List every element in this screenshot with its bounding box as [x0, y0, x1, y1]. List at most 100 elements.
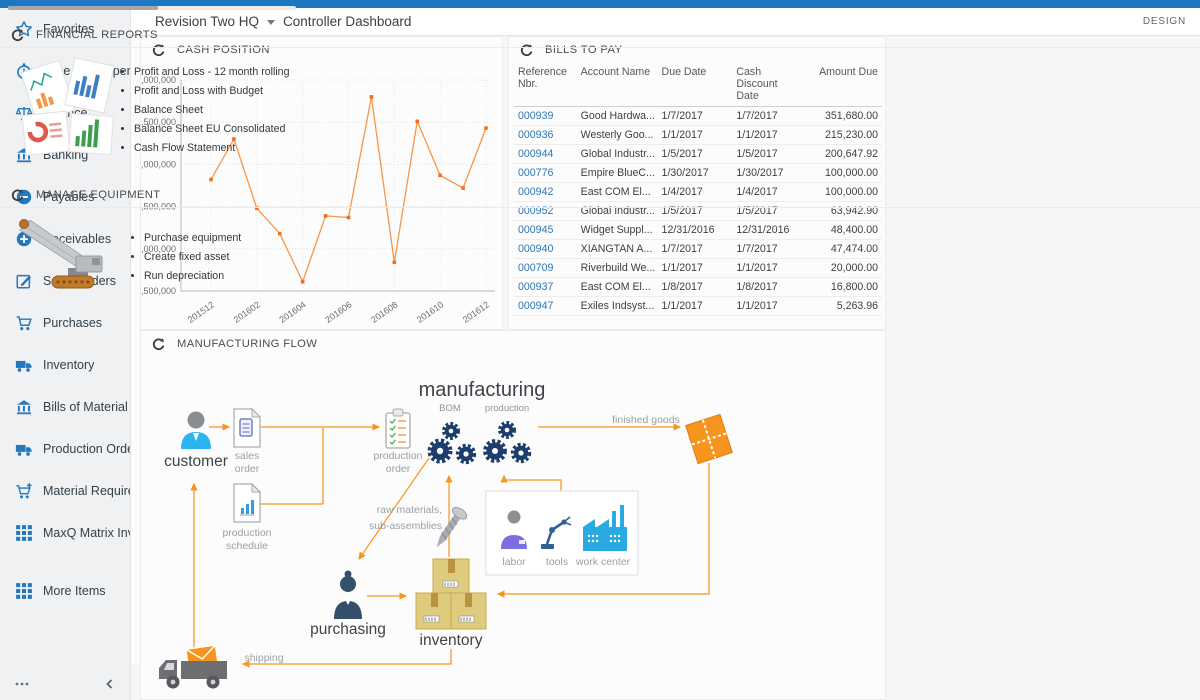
- customer-icon: [181, 411, 211, 449]
- scrollbar-track[interactable]: [8, 6, 296, 10]
- production-schedule-icon: [233, 482, 262, 523]
- table-row: 000939 Good Hardwa... 1/7/2017 1/7/2017 351,…: [514, 106, 882, 126]
- reference-link[interactable]: 000936: [514, 125, 577, 145]
- edit-icon: [15, 272, 33, 290]
- cell: 1/30/2017: [732, 163, 800, 183]
- reference-link[interactable]: 000952: [514, 201, 577, 221]
- svg-text:schedule: schedule: [226, 540, 268, 552]
- cell: 1/1/2017: [657, 296, 733, 316]
- table-row: 000936 Westerly Goo... 1/1/2017 1/1/2017 215…: [514, 125, 882, 145]
- page-header: Revision Two HQ Controller Dashboard DES…: [131, 8, 1200, 36]
- diagram-title: manufacturing: [419, 379, 546, 401]
- minus-icon: [15, 188, 33, 206]
- customer-label: customer: [164, 453, 228, 470]
- column-header-due-date[interactable]: Due Date: [657, 63, 733, 107]
- report-link-profit-and-loss-with-budget[interactable]: Profit and Loss with Budget: [134, 85, 300, 97]
- flow-arrows: [190, 423, 710, 668]
- reference-link[interactable]: 000944: [514, 144, 577, 164]
- cash-position-chart: 62,500,000 63,000,000 63,500,000 64,000,000…: [131, 75, 495, 325]
- inventory-label: inventory: [420, 632, 483, 649]
- svg-text:64,000,000: 64,000,000: [141, 159, 176, 169]
- table-row: 000945 Widget Suppl... 12/31/2016 12/31/201…: [514, 220, 882, 240]
- cell: Riverbuild We...: [576, 258, 658, 278]
- refresh-icon[interactable]: [10, 28, 24, 42]
- sidebar-item-inventory[interactable]: Inventory: [0, 344, 130, 386]
- cell: Empire BlueC...: [576, 163, 658, 183]
- cartplus-icon: [15, 482, 33, 500]
- reference-link[interactable]: 000940: [514, 239, 577, 259]
- widget-title: FINANCIAL REPORTS: [36, 28, 158, 41]
- svg-text:201612: 201612: [461, 299, 491, 324]
- cell: Global Industr...: [576, 201, 658, 221]
- production-order-label: production: [373, 450, 422, 462]
- crane-image: [19, 219, 103, 289]
- svg-text:sub-assemblies: sub-assemblies: [369, 520, 442, 532]
- bills-to-pay-widget: BILLS TO PAY Reference Nbr. Account Name D…: [508, 36, 886, 330]
- tools-label: tools: [546, 556, 568, 568]
- sidebar-item-material-requirem[interactable]: Material Requirem...: [0, 470, 130, 512]
- production-schedule-label: production: [222, 527, 271, 539]
- sidebar-item-maxq-matrix-invent[interactable]: MaxQ Matrix Invent...: [0, 512, 130, 554]
- refresh-icon[interactable]: [151, 337, 165, 351]
- production-order-icon: [385, 408, 411, 449]
- design-button[interactable]: DESIGN: [1142, 16, 1186, 27]
- report-link-profit-and-loss-12-month-rolling[interactable]: Profit and Loss - 12 month rolling: [134, 66, 300, 78]
- cell: 1/7/2017: [732, 239, 800, 259]
- reference-link[interactable]: 000709: [514, 258, 577, 278]
- chevron-down-icon[interactable]: [267, 20, 276, 25]
- report-link-create-fixed-asset[interactable]: Create fixed asset: [144, 251, 292, 263]
- production-label: production: [485, 403, 529, 414]
- cell: 12/31/2016: [732, 220, 800, 240]
- purchasing-label: purchasing: [310, 621, 386, 638]
- sidebar-item-payables[interactable]: Payables: [0, 176, 130, 218]
- cell: 48,400.00: [799, 220, 882, 240]
- report-link-balance-sheet-eu-consolidated[interactable]: Balance Sheet EU Consolidated: [134, 123, 300, 135]
- cart-icon: [15, 314, 33, 332]
- refresh-icon[interactable]: [10, 188, 24, 202]
- production-gears-icon: [483, 421, 532, 464]
- screw-icon: [436, 506, 468, 548]
- bills-table-head: Reference Nbr. Account Name Due Date Cash D…: [514, 63, 882, 107]
- bills-table: Reference Nbr. Account Name Due Date Cash D…: [514, 63, 882, 316]
- work-center-label: work center: [575, 556, 631, 568]
- column-header-amount-due[interactable]: Amount Due: [799, 63, 882, 107]
- company-name[interactable]: Revision Two HQ: [155, 14, 260, 29]
- column-header-account-name[interactable]: Account Name: [576, 63, 658, 107]
- labor-icon: [501, 510, 527, 549]
- table-row: 000952 Global Industr... 1/5/2017 1/5/2017 6…: [514, 201, 882, 221]
- more-options-icon[interactable]: [14, 676, 30, 697]
- cell: 1/7/2017: [657, 106, 733, 126]
- sidebar-item-production-orders[interactable]: Production Orders: [0, 428, 130, 470]
- cell: Exiles Indsyst...: [576, 296, 658, 316]
- reference-link[interactable]: 000776: [514, 163, 577, 183]
- column-header-reference-nbr[interactable]: Reference Nbr.: [514, 63, 577, 107]
- manage-equipment-header: MANAGE EQUIPMENT: [0, 182, 1200, 208]
- table-row: 000944 Global Industr... 1/5/2017 1/5/2017 2…: [514, 144, 882, 164]
- column-header-cash-discount-date[interactable]: Cash Discount Date: [732, 63, 800, 107]
- sidebar-item-bills-of-material[interactable]: Bills of Material: [0, 386, 130, 428]
- truck-icon: [15, 356, 33, 374]
- collapse-sidebar-icon[interactable]: [102, 676, 118, 697]
- sidebar-item-more-items[interactable]: More Items: [0, 570, 130, 612]
- reference-link[interactable]: 000939: [514, 106, 577, 126]
- grid-icon: [15, 582, 33, 600]
- page-title: Controller Dashboard: [283, 14, 412, 29]
- cell: Global Industr...: [576, 144, 658, 164]
- reference-link[interactable]: 000945: [514, 220, 577, 240]
- manufacturing-flow-diagram: manufacturing BOM production customer: [159, 379, 733, 689]
- svg-text:63,500,000: 63,500,000: [141, 202, 176, 212]
- report-link-cash-flow-statement[interactable]: Cash Flow Statement: [134, 142, 300, 154]
- reference-link[interactable]: 000937: [514, 277, 577, 297]
- reference-link[interactable]: 000947: [514, 296, 577, 316]
- cell: East COM El...: [576, 277, 658, 297]
- cell: 16,800.00: [799, 277, 882, 297]
- report-link-run-depreciation[interactable]: Run depreciation: [144, 270, 292, 282]
- reference-link[interactable]: 000942: [514, 182, 577, 202]
- sidebar-item-purchases[interactable]: Purchases: [0, 302, 130, 344]
- star-icon: [15, 20, 33, 38]
- svg-text:65,000,000: 65,000,000: [141, 75, 176, 85]
- report-link-purchase-equipment[interactable]: Purchase equipment: [144, 232, 292, 244]
- sidebar-item-favorites[interactable]: Favorites: [0, 8, 130, 50]
- scrollbar-thumb[interactable]: [8, 6, 158, 10]
- report-link-balance-sheet[interactable]: Balance Sheet: [134, 104, 300, 116]
